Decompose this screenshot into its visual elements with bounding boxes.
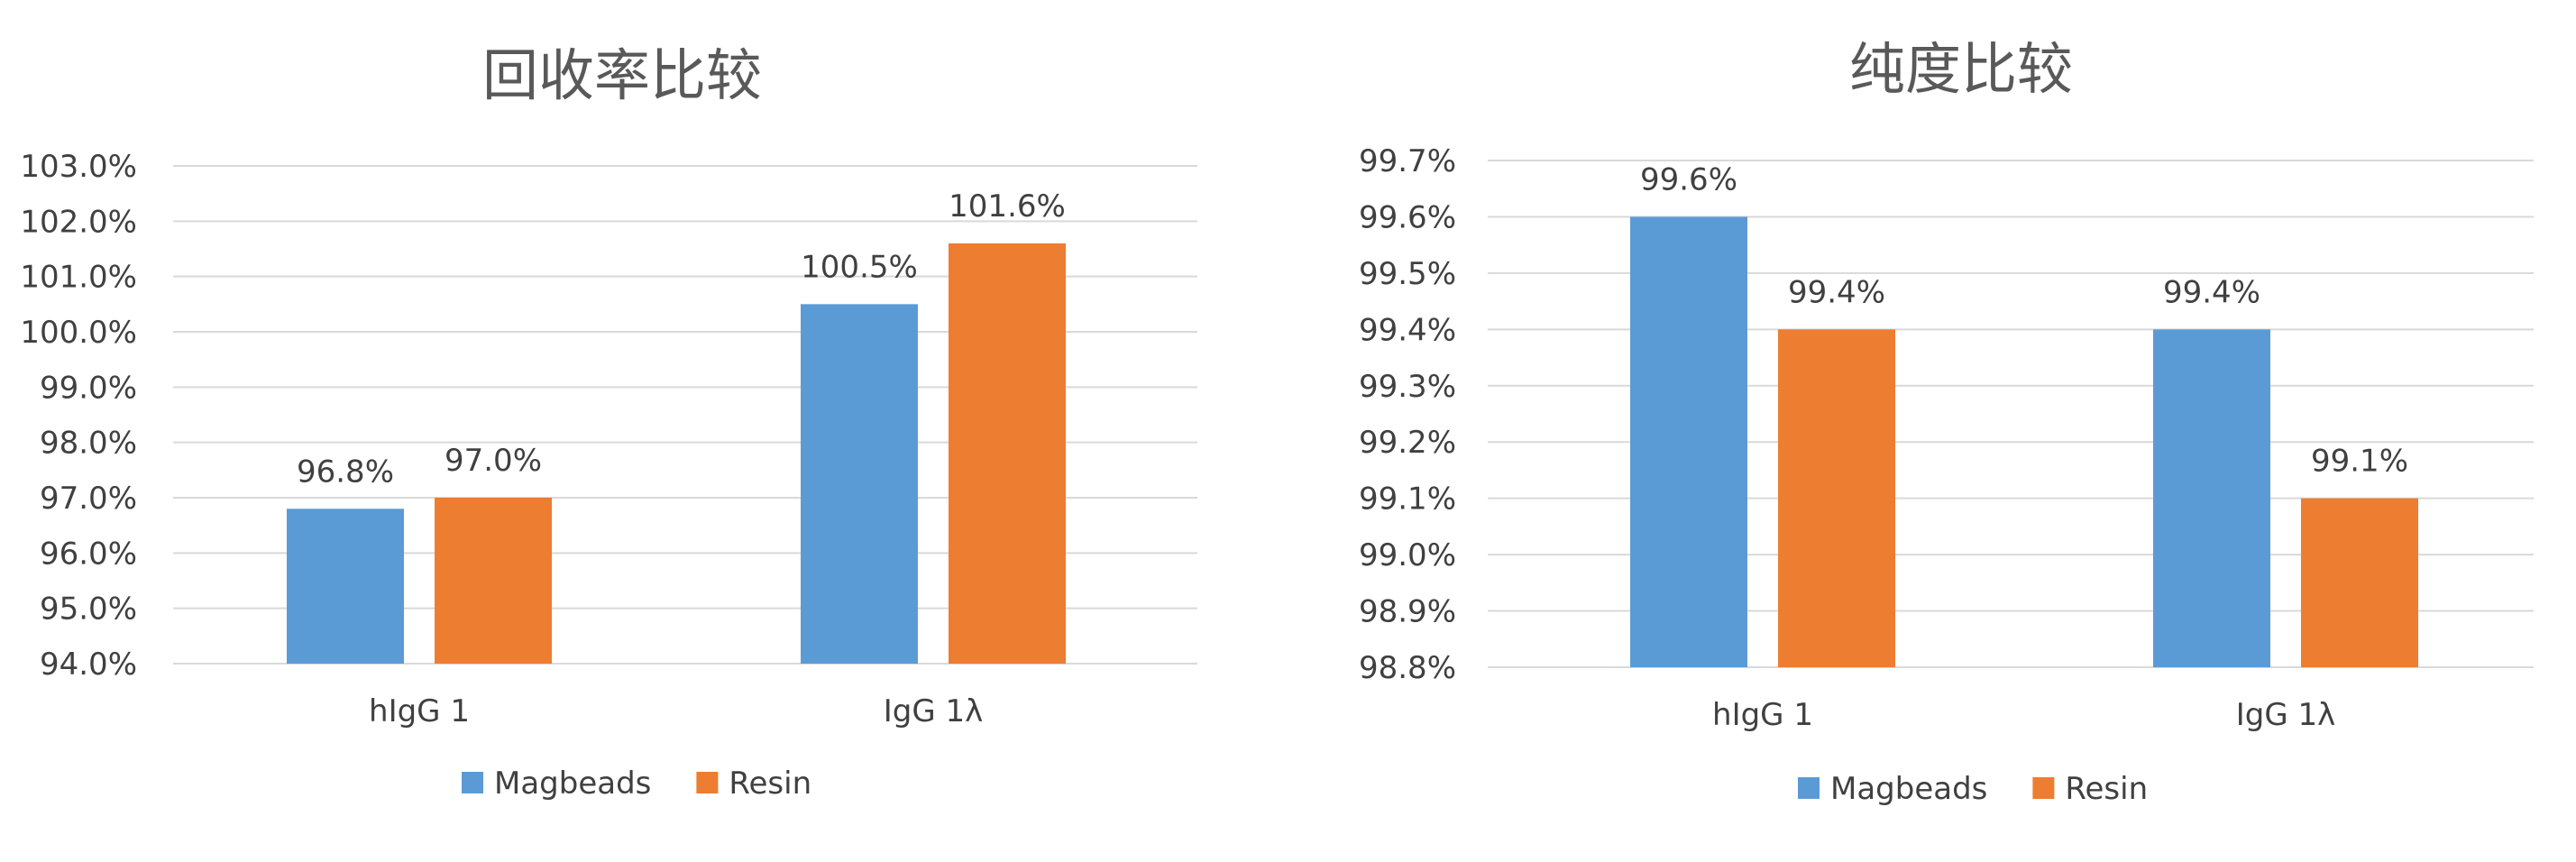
- recovery-chart: 回收率比较 94.0% 95.0% 96.0% 97.0% 98.0% 99.0% 100.0…: [0, 0, 1280, 857]
- purity-chart-svg: 纯度比较 98.8% 98.9% 99.0% 99.1% 99.2% 99.3% 99.4% 9…: [1359, 36, 2534, 807]
- bar-resin: [949, 243, 1066, 664]
- y-tick-label: 98.8%: [1359, 650, 1456, 686]
- purity-chart: 纯度比较 98.8% 98.9% 99.0% 99.1% 99.2% 99.3% 99.4% 9…: [1298, 0, 2576, 857]
- chart-title: 回收率比较: [482, 42, 762, 108]
- bar-magbeads: [287, 509, 404, 664]
- y-tick-label: 99.1%: [1359, 481, 1456, 518]
- legend-label: Magbeads: [494, 766, 651, 802]
- y-tick-label: 100.0%: [20, 315, 137, 351]
- data-label: 96.8%: [297, 454, 394, 490]
- legend-label: Resin: [2065, 771, 2148, 807]
- legend-swatch: [2032, 777, 2055, 799]
- data-label: 99.4%: [2163, 274, 2260, 310]
- data-label: 99.4%: [1788, 274, 1885, 310]
- y-tick-label: 99.4%: [1359, 312, 1456, 348]
- y-tick-label: 95.0%: [40, 591, 137, 628]
- legend-swatch: [696, 772, 719, 793]
- y-tick-label: 96.0%: [40, 536, 137, 572]
- legend-swatch: [462, 772, 483, 793]
- y-tick-label: 102.0%: [20, 204, 137, 240]
- y-tick-label: 99.0%: [1359, 537, 1456, 573]
- x-category-label: IgG 1λ: [884, 693, 984, 729]
- bar-resin: [2301, 498, 2418, 667]
- x-category-label: hIgG 1: [369, 693, 470, 729]
- bar-magbeads: [801, 304, 918, 664]
- y-tick-label: 99.7%: [1359, 143, 1456, 179]
- y-tick-label: 99.6%: [1359, 199, 1456, 235]
- data-label: 100.5%: [801, 249, 918, 285]
- y-tick-label: 101.0%: [20, 260, 137, 296]
- y-tick-label: 94.0%: [40, 646, 137, 683]
- y-tick-label: 99.2%: [1359, 425, 1456, 461]
- bar-resin: [435, 498, 552, 664]
- y-tick-label: 99.0%: [40, 370, 137, 406]
- legend-label: Resin: [729, 766, 811, 802]
- y-tick-label: 97.0%: [40, 481, 137, 517]
- data-label: 97.0%: [445, 443, 542, 479]
- x-category-label: hIgG 1: [1712, 697, 1813, 733]
- recovery-chart-svg: 回收率比较 94.0% 95.0% 96.0% 97.0% 98.0% 99.0% 100.0…: [20, 42, 1197, 802]
- legend-swatch: [1798, 777, 1820, 799]
- x-category-label: IgG 1λ: [2236, 697, 2336, 733]
- data-label: 99.6%: [1640, 161, 1737, 197]
- y-tick-label: 99.5%: [1359, 256, 1456, 292]
- legend-label: Magbeads: [1830, 771, 1987, 807]
- bar-magbeads: [2153, 329, 2270, 667]
- data-label: 101.6%: [949, 188, 1066, 225]
- bar-resin: [1778, 329, 1895, 667]
- y-tick-label: 103.0%: [20, 149, 137, 185]
- y-tick-label: 98.9%: [1359, 594, 1456, 630]
- y-tick-label: 99.3%: [1359, 369, 1456, 405]
- data-label: 99.1%: [2311, 444, 2408, 480]
- bar-magbeads: [1630, 216, 1747, 667]
- chart-title: 纯度比较: [1849, 36, 2073, 102]
- y-tick-label: 98.0%: [40, 426, 137, 462]
